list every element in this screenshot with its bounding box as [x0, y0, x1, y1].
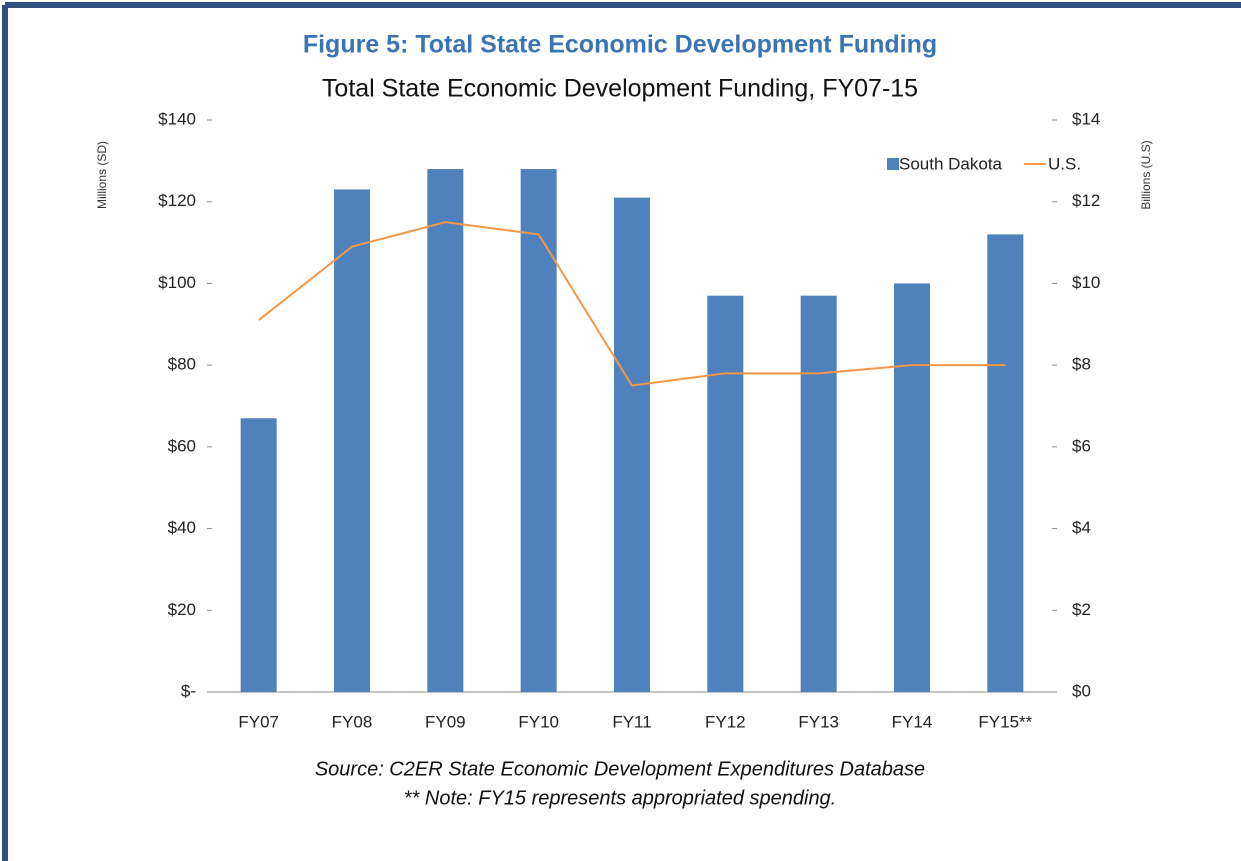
- y-tick-label: $120: [158, 191, 196, 210]
- y2-tick-label: $12: [1072, 191, 1100, 210]
- x-tick-label: FY15**: [978, 712, 1032, 731]
- y-tick-label: $60: [168, 436, 196, 455]
- bar: [240, 418, 277, 692]
- legend-label: South Dakota: [899, 154, 1003, 173]
- y-axis-label: Millions (SD): [95, 141, 109, 209]
- x-tick-label: FY11: [612, 712, 651, 731]
- x-tick-label: FY14: [892, 712, 933, 731]
- y-tick-label: $80: [168, 355, 196, 374]
- legend-label: U.S.: [1048, 154, 1081, 173]
- y2-tick-label: $2: [1072, 600, 1091, 619]
- x-tick-label: FY13: [798, 712, 839, 731]
- y2-tick-label: $4: [1072, 518, 1091, 537]
- note: ** Note: FY15 represents appropriated sp…: [404, 787, 837, 809]
- legend-swatch: [887, 158, 899, 170]
- bar: [427, 169, 464, 692]
- x-tick-label: FY12: [705, 712, 746, 731]
- chart-title: Total State Economic Development Funding…: [322, 75, 918, 103]
- x-tick-label: FY09: [425, 712, 466, 731]
- x-tick-label: FY07: [238, 712, 279, 731]
- figure-caption: Figure 5: Total State Economic Developme…: [303, 31, 937, 59]
- source: Source: C2ER State Economic Development …: [315, 758, 925, 780]
- bar: [614, 197, 650, 692]
- y2-tick-label: $10: [1072, 273, 1100, 292]
- bar: [800, 295, 837, 692]
- y-tick-label: $20: [168, 600, 196, 619]
- bar: [334, 189, 370, 692]
- bar: [707, 295, 744, 692]
- y2-tick-label: $8: [1072, 355, 1091, 374]
- y2-tick-label: $6: [1072, 436, 1091, 455]
- bar: [894, 283, 930, 692]
- y2-axis-label: Billions (U.S): [1139, 140, 1153, 209]
- y-tick-label: $100: [158, 273, 196, 292]
- bar: [987, 234, 1024, 692]
- y2-tick-label: $14: [1072, 109, 1100, 128]
- x-tick-label: FY08: [332, 712, 373, 731]
- y-tick-label: $40: [168, 518, 196, 537]
- y-tick-label: $140: [158, 109, 196, 128]
- y2-tick-label: $0: [1072, 681, 1091, 700]
- line: [258, 221, 1006, 387]
- x-tick-label: FY10: [518, 712, 559, 731]
- bar: [520, 169, 557, 692]
- y-tick-label: $-: [181, 681, 196, 700]
